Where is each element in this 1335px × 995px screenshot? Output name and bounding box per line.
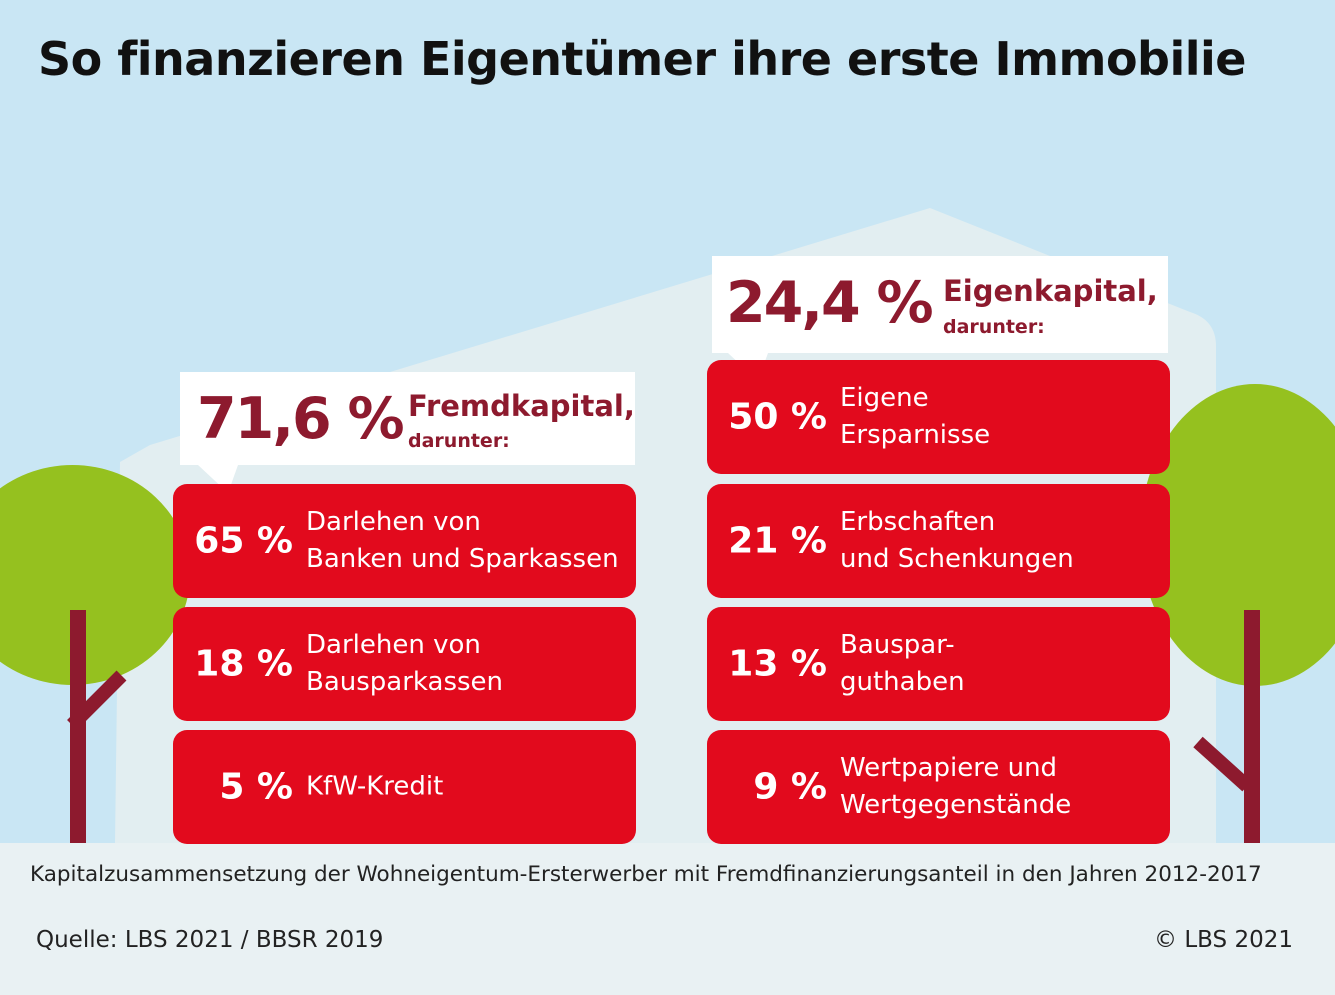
row-percent: 5 %: [219, 766, 293, 808]
eigenkapital-label: Eigenkapital,: [943, 274, 1158, 308]
fremdkapital-share: 71,6 %: [197, 386, 405, 452]
fremdkapital-sub: darunter:: [408, 430, 510, 452]
footer-area: [0, 843, 1335, 995]
row-percent: 13 %: [728, 643, 827, 685]
row-percent: 50 %: [728, 396, 827, 438]
row-label: Darlehen von Bausparkassen: [306, 630, 504, 697]
chart-caption: Kapitalzusammensetzung der Wohneigentum-…: [30, 862, 1262, 887]
fremdkapital-header: 71,6 % Fremdkapital, darunter:: [180, 372, 635, 493]
row-label: Erbschaften und Schenkungen: [840, 507, 1074, 574]
row-label: Darlehen von Banken und Sparkassen: [306, 507, 619, 574]
eigenkapital-sub: darunter:: [943, 316, 1045, 338]
tree-left-crown: [0, 465, 190, 685]
row-label: Eigene Ersparnisse: [840, 383, 991, 450]
row-percent: 65 %: [194, 520, 293, 562]
row-percent: 18 %: [194, 643, 293, 685]
eigen-row-wertpapiere: 9 % Wertpapiere und Wertgegenstände: [707, 730, 1170, 844]
eigen-row-erbschaften: 21 % Erbschaften und Schenkungen: [707, 484, 1170, 598]
eigenkapital-header: 24,4 % Eigenkapital, darunter:: [712, 256, 1168, 381]
eigen-row-bausparguthaben: 13 % Bauspar- guthaben: [707, 607, 1170, 721]
tree-right-trunk: [1244, 610, 1260, 843]
fremd-row-banken: 65 % Darlehen von Banken und Sparkassen: [173, 484, 636, 598]
fremd-row-bausparkassen: 18 % Darlehen von Bausparkassen: [173, 607, 636, 721]
row-label: KfW-Kredit: [306, 771, 444, 802]
row-label: Wertpapiere und Wertgegenstände: [840, 753, 1072, 820]
fremdkapital-label: Fremdkapital,: [408, 389, 635, 423]
eigenkapital-share: 24,4 %: [726, 270, 934, 336]
row-percent: 21 %: [728, 520, 827, 562]
tree-right-crown: [1140, 384, 1335, 686]
source-note: Quelle: LBS 2021 / BBSR 2019: [36, 927, 384, 953]
copyright-note: © LBS 2021: [1154, 927, 1293, 953]
page-title: So finanzieren Eigentümer ihre erste Imm…: [38, 32, 1246, 86]
fremd-row-kfw: 5 % KfW-Kredit: [173, 730, 636, 844]
row-label: Bauspar- guthaben: [840, 630, 965, 697]
row-percent: 9 %: [753, 766, 827, 808]
eigen-row-ersparnisse: 50 % Eigene Ersparnisse: [707, 360, 1170, 474]
